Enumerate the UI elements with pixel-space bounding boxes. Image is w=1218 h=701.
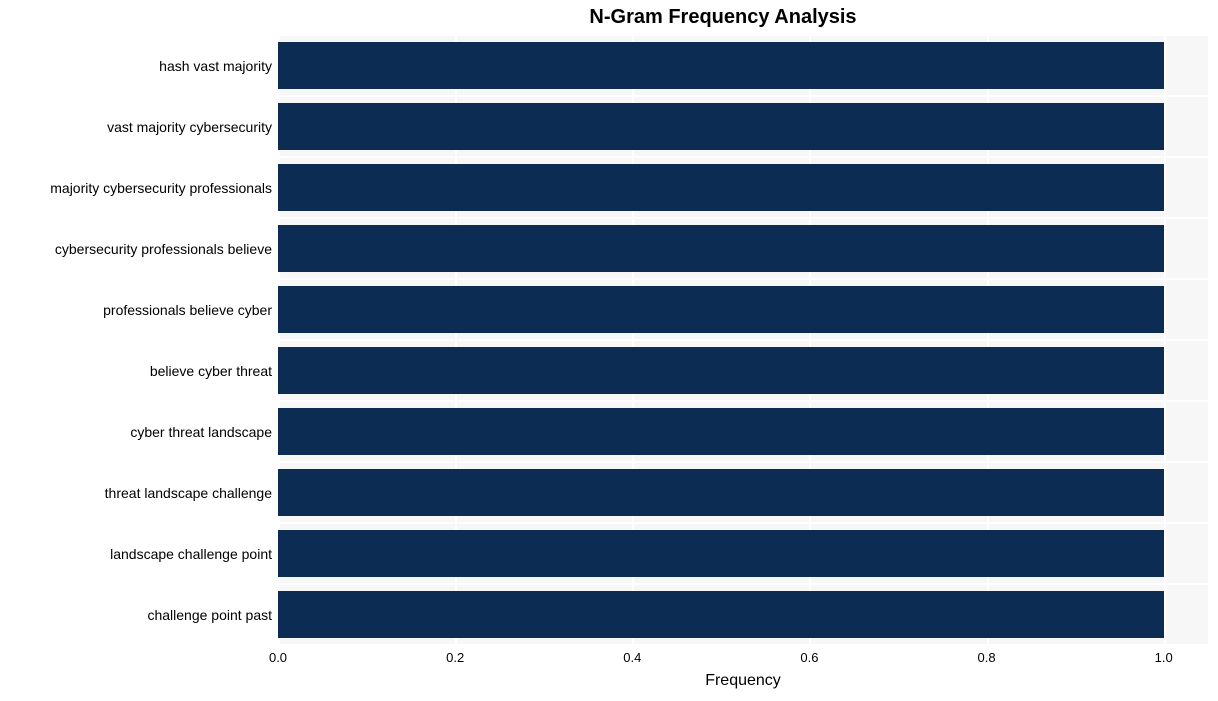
row-separator (278, 278, 1208, 280)
row-separator (278, 217, 1208, 219)
y-tick-label: cyber threat landscape (130, 424, 272, 440)
x-tick-label: 0.6 (800, 650, 818, 665)
y-tick-label: majority cybersecurity professionals (50, 180, 272, 196)
row-separator (278, 644, 1208, 646)
y-tick-label: cybersecurity professionals believe (55, 241, 272, 257)
y-tick-label: professionals believe cyber (103, 302, 272, 318)
row-separator (278, 156, 1208, 158)
row-separator (278, 461, 1208, 463)
bar (278, 42, 1164, 88)
x-tick-label: 1.0 (1155, 650, 1173, 665)
bar (278, 164, 1164, 210)
x-tick-label: 0.2 (446, 650, 464, 665)
bar (278, 408, 1164, 454)
y-tick-label: believe cyber threat (150, 363, 272, 379)
y-tick-label: landscape challenge point (110, 546, 272, 562)
y-tick-label: hash vast majority (159, 58, 272, 74)
x-tick-label: 0.4 (623, 650, 641, 665)
bar (278, 591, 1164, 637)
plot-area (278, 35, 1208, 645)
x-tick-label: 0.8 (978, 650, 996, 665)
bar (278, 347, 1164, 393)
y-tick-label: vast majority cybersecurity (107, 119, 272, 135)
bar (278, 469, 1164, 515)
row-separator (278, 34, 1208, 36)
row-separator (278, 95, 1208, 97)
chart-title: N-Gram Frequency Analysis (278, 6, 1168, 29)
row-separator (278, 583, 1208, 585)
y-tick-label: challenge point past (147, 607, 272, 623)
row-separator (278, 339, 1208, 341)
row-separator (278, 400, 1208, 402)
y-tick-label: threat landscape challenge (105, 485, 272, 501)
x-axis-label: Frequency (278, 672, 1208, 690)
row-separator (278, 522, 1208, 524)
bar (278, 530, 1164, 576)
bar (278, 286, 1164, 332)
bar (278, 225, 1164, 271)
y-axis-labels: hash vast majority vast majority cybersec… (0, 35, 272, 645)
chart-container: N-Gram Frequency Analysis hash vast majo… (0, 0, 1218, 701)
bar (278, 103, 1164, 149)
x-tick-label: 0.0 (269, 650, 287, 665)
